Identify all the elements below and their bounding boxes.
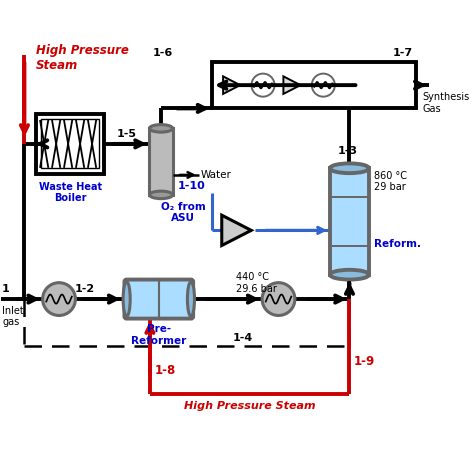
Text: 1-10: 1-10 <box>178 181 206 191</box>
FancyBboxPatch shape <box>125 280 193 319</box>
Text: 1-7: 1-7 <box>392 48 413 58</box>
Text: Water: Water <box>201 170 232 180</box>
Polygon shape <box>222 215 251 246</box>
Text: 1-4: 1-4 <box>233 333 253 344</box>
Text: 1-2: 1-2 <box>75 284 95 294</box>
Text: High Pressure
Steam: High Pressure Steam <box>36 44 128 72</box>
Ellipse shape <box>330 164 369 173</box>
Circle shape <box>252 73 274 97</box>
Text: 1-5: 1-5 <box>117 129 137 139</box>
Text: 1-3: 1-3 <box>337 146 357 156</box>
Bar <box>149 128 173 195</box>
Bar <box>36 114 104 174</box>
Bar <box>41 119 99 168</box>
Ellipse shape <box>149 191 173 199</box>
Bar <box>212 62 416 109</box>
Circle shape <box>312 73 335 97</box>
Polygon shape <box>283 76 301 94</box>
Text: Reform.: Reform. <box>374 238 421 249</box>
Text: 860 °C
29 bar: 860 °C 29 bar <box>374 171 407 192</box>
Text: 1-9: 1-9 <box>354 355 375 368</box>
Text: Synthesis
Gas: Synthesis Gas <box>423 92 470 114</box>
Circle shape <box>262 283 295 316</box>
Text: High Pressure Steam: High Pressure Steam <box>184 401 316 411</box>
Text: Inlet
gas: Inlet gas <box>2 306 24 328</box>
Text: O₂ from
ASU: O₂ from ASU <box>161 202 206 223</box>
Ellipse shape <box>330 270 369 280</box>
Text: 1: 1 <box>1 284 9 294</box>
Text: 440 °C
29.6 bar: 440 °C 29.6 bar <box>237 272 277 294</box>
Text: 1-8: 1-8 <box>155 364 175 376</box>
Circle shape <box>43 283 75 316</box>
Ellipse shape <box>187 282 194 316</box>
Text: Pre-
Reformer: Pre- Reformer <box>131 324 186 346</box>
Text: 1-6: 1-6 <box>153 48 173 58</box>
Ellipse shape <box>149 125 173 132</box>
Bar <box>330 168 369 275</box>
Text: Waste Heat
Boiler: Waste Heat Boiler <box>38 182 102 203</box>
Polygon shape <box>223 76 240 94</box>
Ellipse shape <box>123 282 130 316</box>
